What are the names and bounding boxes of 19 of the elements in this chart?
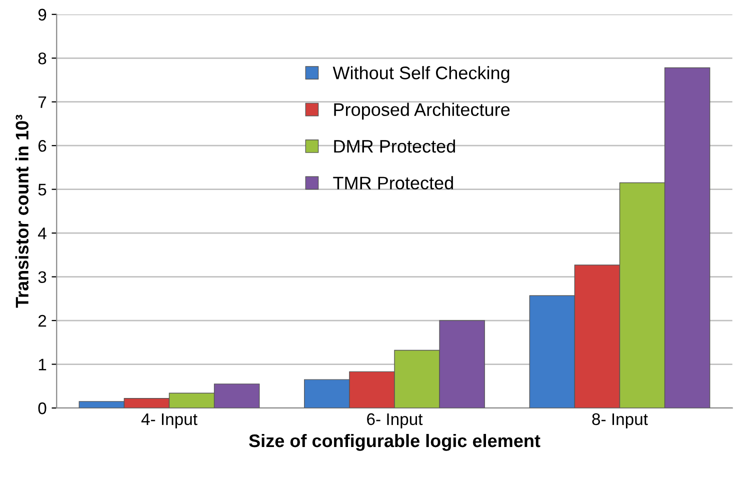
y-tick-label: 8 [38, 52, 46, 64]
y-axis-title: Transistor count in 10³ [15, 114, 29, 308]
y-tick-label: 5 [38, 184, 46, 196]
y-tick-label: 0 [38, 402, 46, 414]
y-tick-label: 3 [38, 271, 46, 284]
legend-label: DMR Protected [334, 139, 455, 153]
y-tick-label: 4 [38, 228, 46, 240]
y-tick-label: 2 [38, 314, 46, 327]
x-tick-label: 8- Input [592, 413, 648, 428]
legend-label: Proposed Architecture [334, 102, 510, 120]
x-tick-label: 6- Input [367, 413, 423, 428]
x-axis-title: Size of configurable logic element [249, 434, 540, 451]
y-tick-label: 1 [38, 358, 46, 370]
x-tick-label: 4- Input [141, 413, 198, 428]
y-tick-label: 7 [38, 96, 46, 108]
y-tick-label: 9 [38, 8, 46, 21]
y-tick-label: 6 [38, 140, 46, 152]
legend-label: Without Self Checking [332, 66, 510, 83]
legend-label: TMR Protected [333, 176, 453, 190]
